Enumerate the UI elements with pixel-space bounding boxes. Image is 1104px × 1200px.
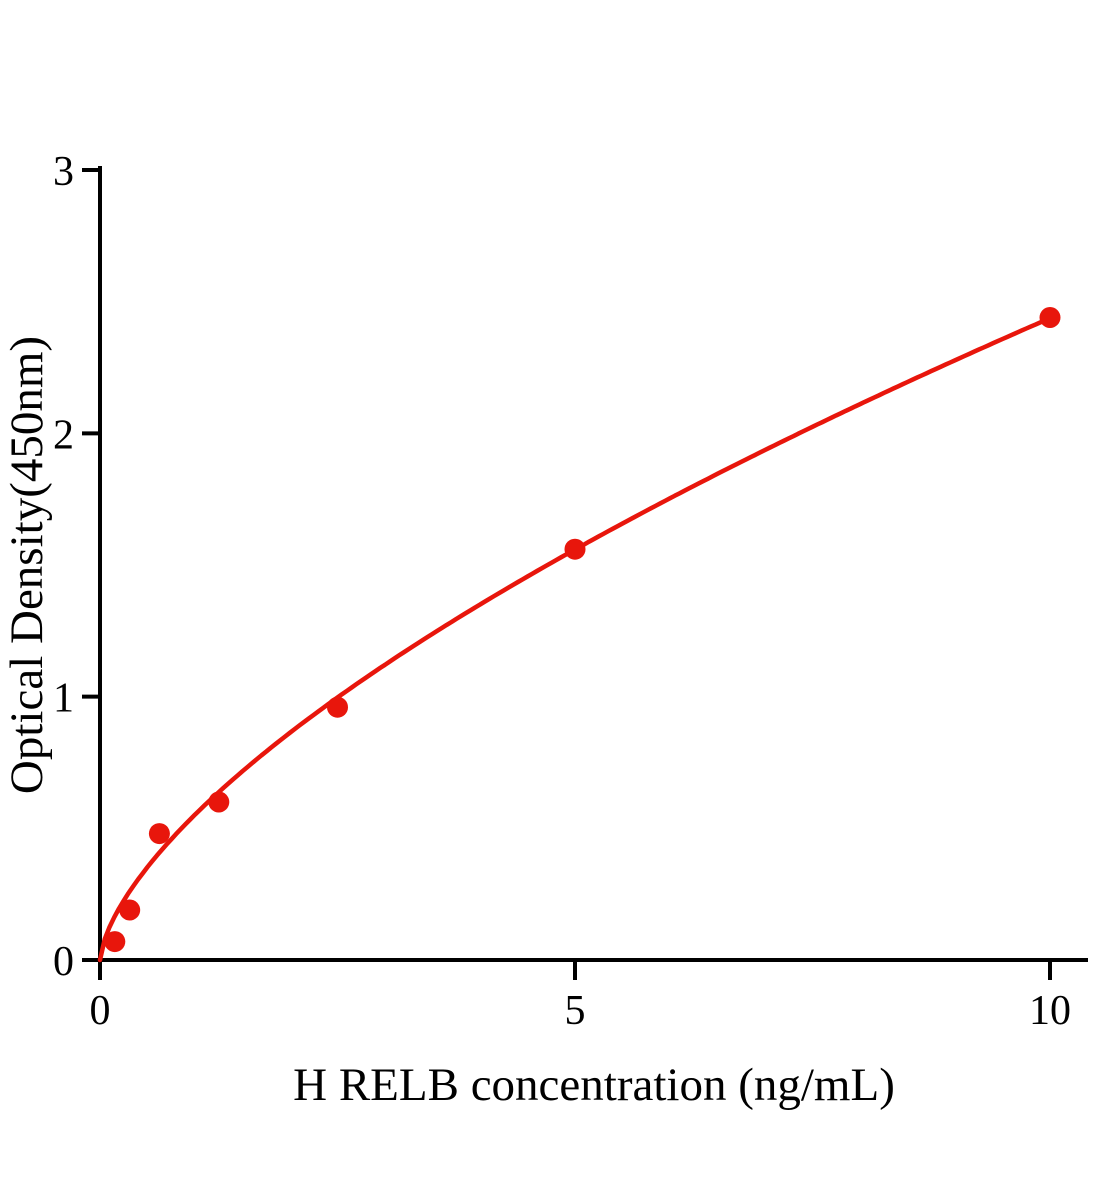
data-point xyxy=(208,791,230,813)
data-point xyxy=(104,931,126,953)
y-tick-label: 1 xyxy=(53,676,74,722)
data-point xyxy=(327,696,348,718)
fit-curve xyxy=(97,315,1053,963)
y-tick-label: 3 xyxy=(53,149,74,195)
x-tick-label: 10 xyxy=(1029,988,1071,1034)
x-tick-label: 5 xyxy=(565,988,586,1034)
data-point xyxy=(564,538,586,560)
y-tick-label: 0 xyxy=(53,939,74,985)
data-point xyxy=(119,899,141,921)
plot-area: 0 5 10 0 1 2 3 xyxy=(53,149,1088,1034)
x-tick-label: 0 xyxy=(90,988,111,1034)
y-tick-label: 2 xyxy=(53,412,74,458)
x-axis-title: H RELB concentration (ng/mL) xyxy=(293,1059,895,1111)
data-point xyxy=(148,823,170,845)
data-point xyxy=(1039,307,1061,328)
y-axis-title: Optical Density(450nm) xyxy=(1,336,53,794)
